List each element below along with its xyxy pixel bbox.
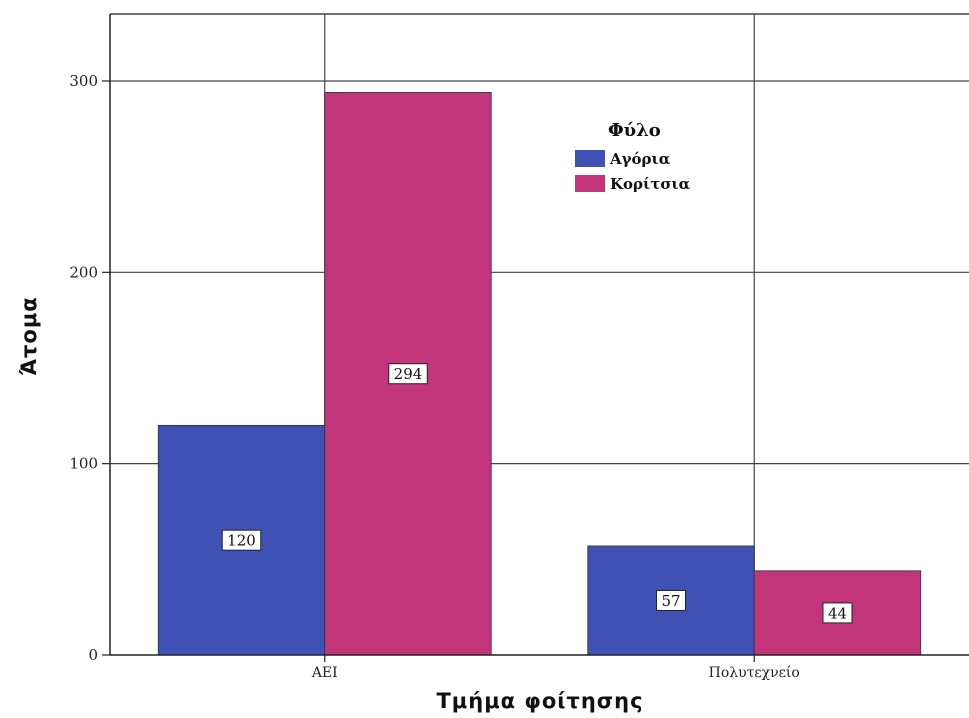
legend-label: Κορίτσια bbox=[610, 175, 691, 193]
y-tick-label: 200 bbox=[69, 263, 98, 281]
x-axis: ΑΕΙ Πολυτεχνείο bbox=[110, 654, 969, 681]
data-label-box bbox=[822, 602, 853, 624]
data-label: 57 bbox=[656, 589, 686, 611]
y-tick-label: 100 bbox=[69, 455, 98, 473]
y-tick-label: 300 bbox=[69, 72, 98, 90]
legend: Φύλο Αγόρια Κορίτσια bbox=[575, 120, 691, 193]
legend-title: Φύλο bbox=[608, 120, 661, 141]
legend-label: Αγόρια bbox=[609, 150, 671, 168]
data-label-box bbox=[388, 363, 428, 385]
y-axis-title: Άτομα bbox=[17, 296, 41, 375]
y-axis: 0 100 200 300 bbox=[69, 14, 111, 664]
data-label-value: 120 bbox=[227, 532, 256, 550]
legend-swatch bbox=[575, 175, 605, 192]
data-labels: 120 294 57 44 bbox=[221, 363, 853, 624]
data-label: 120 bbox=[221, 529, 262, 551]
legend-swatch bbox=[575, 150, 605, 167]
x-axis-title: Τμήμα φοίτησης bbox=[436, 689, 643, 713]
data-label-value: 57 bbox=[661, 592, 680, 610]
data-label: 44 bbox=[822, 602, 853, 624]
data-label: 294 bbox=[388, 363, 428, 385]
data-label-value: 44 bbox=[828, 604, 847, 622]
data-label-box bbox=[221, 529, 262, 551]
x-tick-label: Πολυτεχνείο bbox=[709, 664, 800, 681]
data-label-value: 294 bbox=[394, 365, 423, 383]
y-tick-label: 0 bbox=[88, 646, 98, 664]
x-tick-label: ΑΕΙ bbox=[311, 665, 338, 681]
data-label-box bbox=[656, 589, 686, 611]
